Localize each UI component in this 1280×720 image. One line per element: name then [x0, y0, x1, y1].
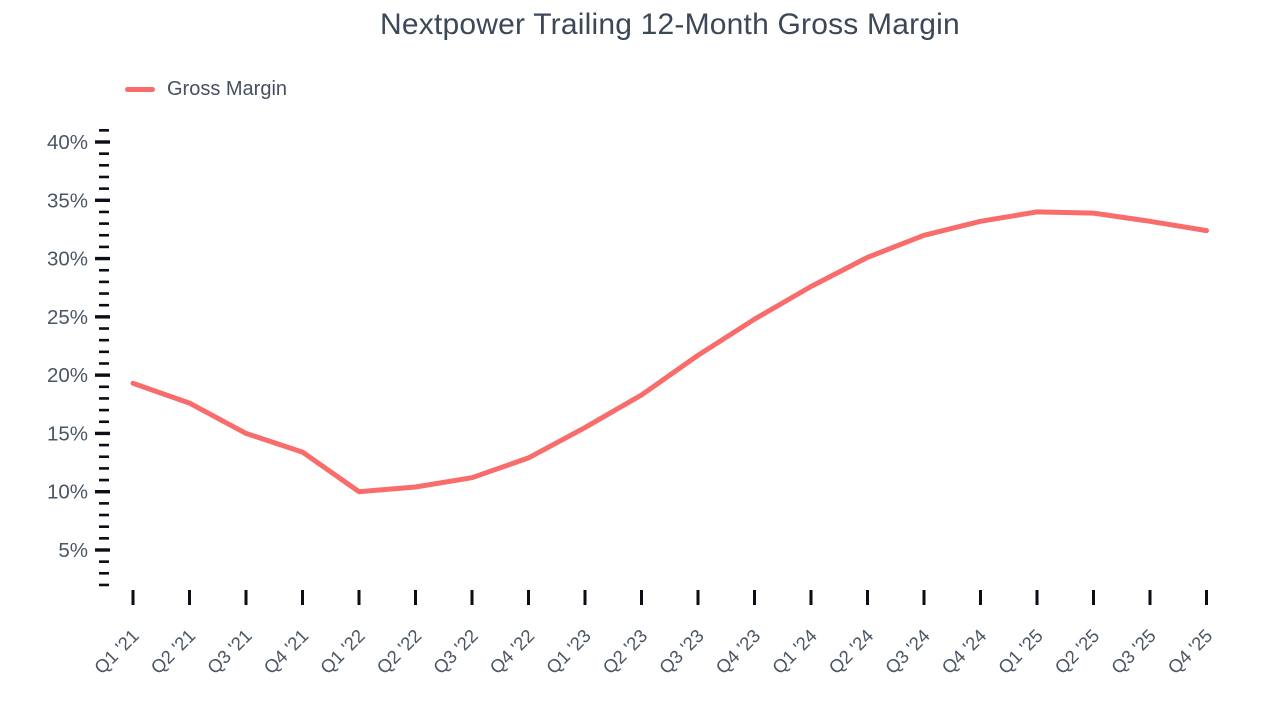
y-axis-label: 15% [47, 422, 88, 445]
x-axis-label: Q4 '25 [1163, 625, 1216, 678]
x-axis-label: Q3 '22 [429, 625, 482, 678]
y-axis-label: 5% [58, 539, 88, 562]
y-axis-label: 30% [47, 248, 88, 271]
x-axis-label: Q1 '24 [768, 625, 821, 678]
y-axis-label: 25% [47, 306, 88, 329]
chart-title: Nextpower Trailing 12-Month Gross Margin [380, 8, 960, 41]
legend-line-swatch-icon [125, 87, 155, 92]
y-axis-label: 40% [47, 131, 88, 154]
legend: Gross Margin [125, 78, 287, 101]
x-axis-label: Q4 '24 [937, 625, 990, 678]
x-axis-label: Q2 '23 [598, 625, 651, 678]
x-axis-label: Q1 '22 [316, 625, 369, 678]
y-axis-label: 10% [47, 481, 88, 504]
x-axis-label: Q1 '25 [994, 625, 1047, 678]
x-axis-label: Q3 '25 [1107, 625, 1160, 678]
x-axis-label: Q1 '23 [542, 625, 595, 678]
x-axis-label: Q4 '22 [485, 625, 538, 678]
gross-margin-line [130, 209, 1209, 495]
y-axis-label: 20% [47, 364, 88, 387]
x-axis-label: Q3 '24 [881, 625, 934, 678]
y-axis-label: 35% [47, 189, 88, 212]
x-axis-label: Q2 '24 [824, 625, 877, 678]
x-axis-label: Q3 '23 [655, 625, 708, 678]
x-axis-label: Q2 '22 [372, 625, 425, 678]
x-axis-label: Q2 '25 [1050, 625, 1103, 678]
x-axis-label: Q4 '23 [711, 625, 764, 678]
x-axis-label: Q4 '21 [259, 625, 312, 678]
x-axis-label: Q1 '21 [90, 625, 143, 678]
legend-label: Gross Margin [167, 78, 288, 100]
x-axis-label: Q3 '21 [203, 625, 256, 678]
x-axis-label: Q2 '21 [146, 625, 199, 678]
